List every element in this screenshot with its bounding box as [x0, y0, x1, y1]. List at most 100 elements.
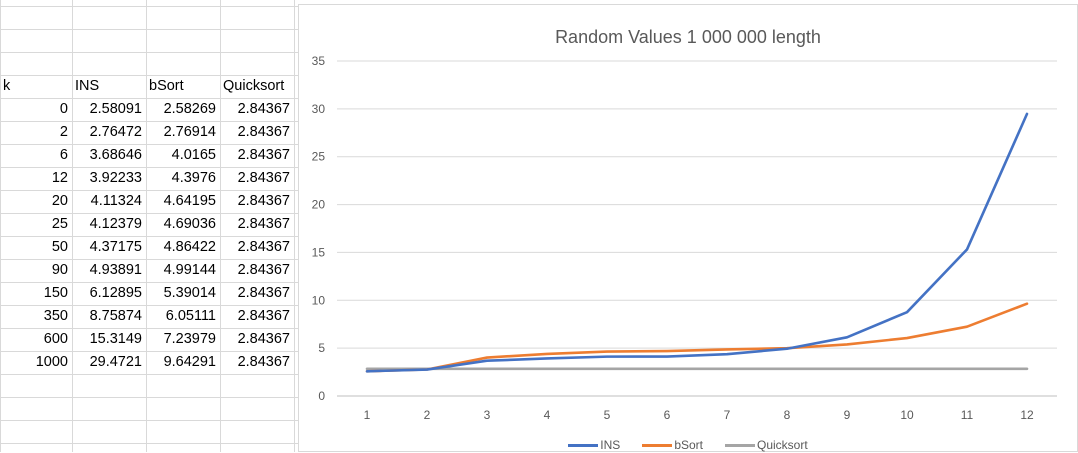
table-cell[interactable]: 3.68646 — [89, 147, 142, 163]
table-cell[interactable]: 2.84367 — [237, 147, 290, 163]
x-tick-label: 9 — [844, 408, 851, 422]
series-line-bsort — [365, 302, 1029, 373]
legend-label: INS — [600, 438, 621, 452]
y-tick-label: 10 — [312, 293, 326, 307]
table-cell[interactable]: 2.76914 — [163, 124, 216, 140]
chart-title: Random Values 1 000 000 length — [555, 27, 821, 47]
grid-column-line — [294, 0, 295, 452]
table-cell[interactable]: 150 — [43, 285, 68, 301]
table-cell[interactable]: 2.84367 — [237, 331, 290, 347]
column-header[interactable]: k — [3, 78, 11, 94]
table-cell[interactable]: 2.84367 — [237, 101, 290, 117]
table-cell[interactable]: 0 — [59, 101, 68, 117]
x-tick-label: 8 — [784, 408, 791, 422]
grid-row-line — [0, 374, 300, 375]
table-cell[interactable]: 350 — [43, 308, 68, 324]
grid-row-line — [0, 351, 300, 352]
table-cell[interactable]: 4.37175 — [89, 239, 142, 255]
grid-row-line — [0, 259, 300, 260]
table-cell[interactable]: 9.64291 — [163, 354, 216, 370]
table-cell[interactable]: 2.76472 — [89, 124, 142, 140]
grid-row-line — [0, 144, 300, 145]
table-cell[interactable]: 8.75874 — [89, 308, 142, 324]
legend-swatch — [725, 443, 755, 447]
grid-row-line — [0, 236, 300, 237]
table-cell[interactable]: 2.84367 — [237, 285, 290, 301]
table-cell[interactable]: 4.69036 — [163, 216, 216, 232]
table-cell[interactable]: 4.3976 — [171, 170, 216, 186]
table-cell[interactable]: 50 — [51, 239, 68, 255]
legend-label: Quicksort — [757, 438, 808, 452]
table-cell[interactable]: 2.58091 — [89, 101, 142, 117]
grid-row-line — [0, 98, 300, 99]
x-tick-label: 11 — [961, 408, 974, 422]
grid-column-line — [0, 0, 1, 452]
table-cell[interactable]: 2.84367 — [237, 354, 290, 370]
table-cell[interactable]: 25 — [51, 216, 68, 232]
table-cell[interactable]: 2.84367 — [237, 262, 290, 278]
table-cell[interactable]: 4.11324 — [90, 193, 142, 209]
grid-row-line — [0, 121, 300, 122]
chart-legend: INS bSort Quicksort — [299, 437, 1077, 453]
x-tick-label: 12 — [1020, 408, 1034, 422]
table-cell[interactable]: 5.39014 — [163, 285, 216, 301]
x-tick-label: 2 — [424, 408, 431, 422]
table-cell[interactable]: 6 — [59, 147, 68, 163]
legend-item-quicksort[interactable]: Quicksort — [725, 438, 808, 452]
table-cell[interactable]: 2.84367 — [237, 216, 290, 232]
table-cell[interactable]: 15.3149 — [89, 331, 142, 347]
x-tick-label: 7 — [724, 408, 731, 422]
table-cell[interactable]: 2.58269 — [163, 101, 216, 117]
column-header[interactable]: bSort — [149, 78, 184, 94]
table-cell[interactable]: 2.84367 — [237, 170, 290, 186]
y-tick-label: 30 — [312, 102, 326, 116]
grid-column-line — [146, 0, 147, 452]
table-cell[interactable]: 4.0165 — [171, 147, 216, 163]
x-tick-label: 1 — [364, 408, 371, 422]
table-cell[interactable]: 6.12895 — [89, 285, 142, 301]
x-tick-label: 10 — [900, 408, 914, 422]
x-tick-label: 4 — [544, 408, 551, 422]
grid-row-line — [0, 52, 300, 53]
table-cell[interactable]: 2.84367 — [237, 239, 290, 255]
table-cell[interactable]: 20 — [51, 193, 68, 209]
table-cell[interactable]: 2.84367 — [237, 308, 290, 324]
table-cell[interactable]: 2.84367 — [237, 193, 290, 209]
table-cell[interactable]: 2.84367 — [237, 124, 290, 140]
table-cell[interactable]: 12 — [51, 170, 68, 186]
table-cell[interactable]: 2 — [59, 124, 68, 140]
table-cell[interactable]: 600 — [43, 331, 68, 347]
x-tick-label: 5 — [604, 408, 611, 422]
y-tick-label: 0 — [318, 389, 325, 403]
legend-label: bSort — [674, 438, 703, 452]
grid-row-line — [0, 190, 300, 191]
table-cell[interactable]: 3.92233 — [89, 170, 142, 186]
table-cell[interactable]: 4.99144 — [163, 262, 216, 278]
column-header[interactable]: INS — [75, 78, 100, 94]
column-header[interactable]: Quicksort — [223, 78, 285, 94]
series-line-ins — [365, 112, 1029, 373]
y-tick-label: 20 — [312, 198, 326, 212]
legend-swatch — [642, 443, 673, 447]
table-cell[interactable]: 6.05111 — [165, 308, 216, 324]
grid-row-line — [0, 6, 300, 7]
grid-row-line — [0, 29, 300, 30]
grid-row-line — [0, 443, 300, 444]
grid-row-line — [0, 282, 300, 283]
grid-column-line — [220, 0, 221, 452]
legend-item-bsort[interactable]: bSort — [642, 438, 703, 452]
table-cell[interactable]: 29.4721 — [89, 354, 142, 370]
y-tick-label: 15 — [312, 245, 326, 259]
grid-column-line — [72, 0, 73, 452]
table-cell[interactable]: 4.64195 — [163, 193, 216, 209]
table-cell[interactable]: 4.12379 — [89, 216, 142, 232]
table-cell[interactable]: 90 — [51, 262, 68, 278]
legend-item-ins[interactable]: INS — [568, 438, 620, 452]
line-chart[interactable]: Random Values 1 000 000 length 0 5 10 15 20 2… — [298, 4, 1078, 452]
table-cell[interactable]: 1000 — [35, 354, 68, 370]
table-cell[interactable]: 4.86422 — [163, 239, 216, 255]
table-cell[interactable]: 4.93891 — [89, 262, 142, 278]
table-cell[interactable]: 7.23979 — [163, 331, 216, 347]
y-tick-label: 25 — [312, 150, 326, 164]
grid-row-line — [0, 420, 300, 421]
